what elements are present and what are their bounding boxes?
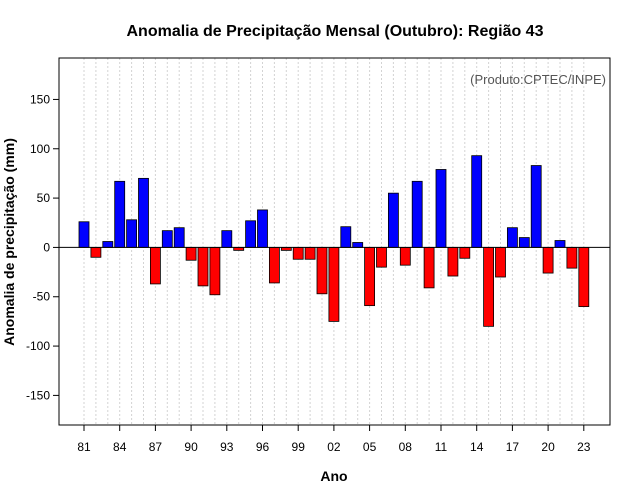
x-tick-label: 90 (184, 440, 198, 454)
x-tick-label: 81 (77, 440, 91, 454)
bar-2013 (459, 247, 471, 259)
credit-text: (Produto:CPTEC/INPE) (470, 72, 606, 87)
x-tick-label: 87 (149, 440, 163, 454)
bar-1984 (114, 180, 126, 248)
bar-2001 (316, 247, 328, 295)
bar-1985 (126, 219, 137, 248)
bar-1989 (173, 227, 185, 248)
bar-2012 (447, 247, 459, 277)
bar-2022 (566, 247, 578, 269)
bar-1995 (245, 220, 257, 248)
bar-1996 (257, 209, 268, 248)
x-tick-label: 14 (470, 440, 484, 454)
bar-1997 (268, 247, 280, 284)
bar-2002 (328, 247, 340, 322)
x-tick-label: 08 (399, 440, 413, 454)
y-tick-label: 0 (43, 240, 50, 254)
bar-2017 (506, 227, 518, 248)
bar-2019 (530, 165, 542, 248)
bar-2015 (483, 247, 495, 327)
bar-1992 (209, 247, 221, 296)
x-tick-label: 02 (327, 440, 341, 454)
bar-1983 (102, 241, 114, 248)
x-tick-label: 17 (506, 440, 520, 454)
bar-1982 (90, 247, 102, 258)
bar-2003 (340, 226, 352, 248)
y-tick-label: -50 (33, 290, 51, 304)
x-axis: 81 84 87 90 93 96 99 02 05 08 11 14 17 20 23 (77, 425, 591, 454)
bar-2000 (304, 247, 316, 260)
bar-2023 (578, 247, 590, 308)
plot-frame (58, 57, 611, 426)
bar-1988 (161, 230, 173, 248)
bar-2020 (542, 247, 554, 274)
bar-2006 (376, 247, 387, 268)
x-tick-label: 99 (292, 440, 306, 454)
y-axis: -150 -100 -50 0 50 100 150 (26, 92, 59, 402)
x-tick-label: 84 (113, 440, 127, 454)
bar-1981 (78, 221, 90, 248)
y-tick-label: 50 (37, 191, 51, 205)
bar-1993 (221, 230, 233, 248)
bar-2007 (387, 192, 399, 248)
y-axis-title: Anomalia de precipitação (mm) (1, 138, 17, 346)
grid-lines (83, 58, 585, 425)
chart-title: Anomalia de Precipitação Mensal (Outubro… (127, 23, 544, 40)
bar-2016 (495, 247, 506, 278)
x-tick-label: 93 (220, 440, 234, 454)
x-tick-label: 11 (435, 440, 448, 454)
bar-2011 (435, 169, 447, 248)
bar-2009 (411, 180, 423, 248)
bar-2021 (554, 240, 566, 248)
bar-2004 (352, 242, 364, 248)
x-tick-label: 96 (256, 440, 270, 454)
y-tick-label: -150 (26, 388, 50, 402)
bar-2005 (364, 247, 376, 307)
y-tick-label: -100 (26, 339, 50, 353)
bar-1987 (149, 247, 161, 285)
x-tick-label: 23 (577, 440, 591, 454)
x-tick-label: 20 (541, 440, 555, 454)
y-tick-label: 150 (30, 92, 50, 106)
bar-2010 (423, 247, 435, 289)
bar-1999 (292, 247, 304, 260)
x-tick-label: 05 (363, 440, 377, 454)
bar-1986 (138, 177, 149, 248)
x-axis-title: Ano (320, 468, 347, 484)
bar-2008 (399, 247, 411, 266)
bar-2014 (471, 155, 483, 248)
bar-1990 (185, 247, 197, 261)
bars (78, 155, 590, 327)
bar-1991 (197, 247, 209, 287)
y-tick-label: 100 (30, 142, 50, 156)
bar-2018 (518, 237, 530, 248)
